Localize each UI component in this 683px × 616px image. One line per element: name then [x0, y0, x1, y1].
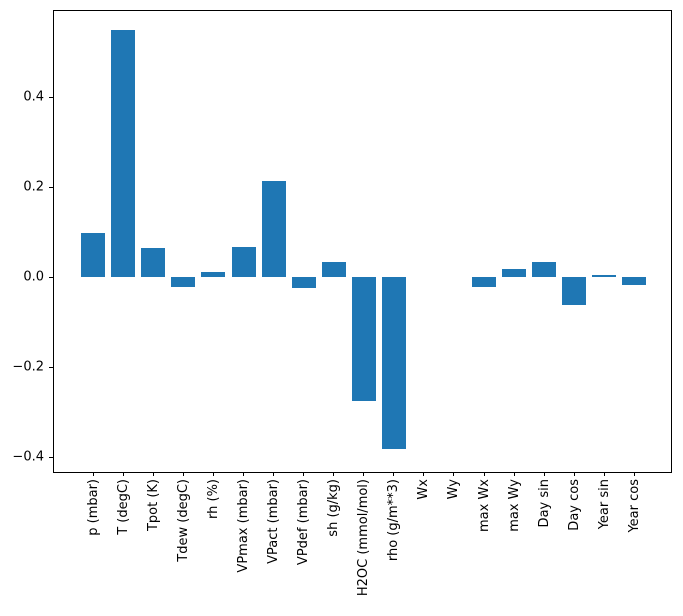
y-tick-label: 0.0: [23, 269, 44, 285]
chart-bar-year-cos: [622, 277, 647, 286]
x-tick-label: max Wx: [476, 479, 492, 533]
plot-area: [53, 10, 672, 473]
x-tick-mark: [453, 472, 455, 476]
chart-bar-p-mbar: [81, 232, 106, 277]
chart-bar-vpact-mbar: [261, 180, 286, 278]
chart-bar-tpot-k: [141, 248, 166, 277]
x-tick-mark: [92, 472, 94, 476]
x-tick-label: Year cos: [626, 479, 642, 533]
y-tick-label: −0.2: [12, 359, 44, 375]
y-tick-mark: [49, 277, 53, 278]
y-tick-label: 0.2: [23, 179, 44, 195]
x-tick-label: T (degC): [115, 479, 131, 535]
x-tick-mark: [633, 472, 635, 476]
x-tick-label: Wx: [416, 479, 432, 500]
chart-bar-max-wy: [502, 269, 526, 278]
x-tick-mark: [423, 472, 425, 476]
x-tick-mark: [152, 472, 154, 476]
x-tick-mark: [212, 472, 214, 476]
y-tick-mark: [49, 96, 53, 98]
x-tick-label: Wy: [446, 479, 462, 500]
x-tick-label: Day sin: [536, 479, 552, 528]
chart-bar-tdew-degc: [171, 277, 196, 287]
x-tick-mark: [273, 472, 275, 476]
x-tick-label: Tpot (K): [145, 479, 161, 532]
x-tick-label: max Wy: [506, 479, 522, 532]
x-tick-label: H2OC (mmol/mol): [356, 479, 372, 597]
x-tick-mark: [333, 472, 335, 476]
x-tick-mark: [182, 472, 184, 476]
x-tick-mark: [303, 472, 305, 476]
chart-bar-rho-g-m-3: [381, 277, 406, 449]
x-tick-label: VPact (mbar): [266, 479, 282, 564]
x-tick-mark: [483, 472, 485, 476]
x-tick-label: p (mbar): [85, 479, 101, 536]
chart-bar-max-wx: [472, 277, 496, 288]
y-tick-label: 0.4: [23, 89, 44, 105]
x-tick-label: VPdef (mbar): [296, 479, 312, 566]
x-tick-mark: [573, 472, 575, 476]
y-tick-mark: [49, 457, 53, 459]
chart-bar-sh-g-kg: [321, 262, 346, 278]
x-tick-mark: [393, 472, 395, 476]
chart-bar-vpmax-mbar: [231, 246, 256, 278]
x-tick-label: rho (g/m**3): [386, 479, 402, 562]
x-tick-label: VPmax (mbar): [236, 479, 251, 573]
y-tick-mark: [49, 367, 53, 369]
x-tick-label: rh (%): [205, 479, 221, 519]
x-tick-mark: [513, 472, 515, 476]
chart-bar-t-degc: [111, 30, 136, 278]
x-tick-label: Year sin: [596, 479, 612, 530]
y-tick-mark: [49, 187, 53, 188]
chart-bar-vpdef-mbar: [291, 277, 316, 288]
chart-bar-year-sin: [592, 275, 617, 277]
chart-bar-day-sin: [532, 262, 557, 278]
x-tick-label: Tdew (degC): [175, 479, 191, 562]
x-tick-mark: [543, 472, 545, 476]
x-tick-label: Day cos: [566, 479, 582, 531]
chart-bar-h2oc-mmol-mol: [351, 277, 376, 402]
x-tick-mark: [122, 472, 124, 476]
chart-bar-day-cos: [562, 277, 587, 305]
chart-bar-rh: [201, 271, 226, 277]
x-tick-mark: [603, 472, 605, 476]
x-tick-mark: [243, 472, 244, 476]
y-tick-label: −0.4: [12, 449, 44, 465]
x-tick-label: sh (g/kg): [326, 479, 342, 537]
x-tick-mark: [363, 472, 365, 476]
